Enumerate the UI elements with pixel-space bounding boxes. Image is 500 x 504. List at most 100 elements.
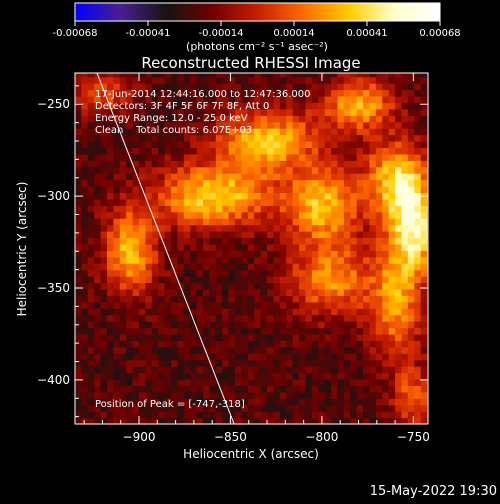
heatmap-cell <box>75 282 82 290</box>
heatmap-cell <box>183 211 191 219</box>
heatmap-cell <box>311 288 319 296</box>
heatmap-cell <box>87 108 95 116</box>
heatmap-cell <box>81 128 89 136</box>
heatmap-cell <box>260 224 268 232</box>
heatmap-cell <box>286 398 294 406</box>
heatmap-cell <box>222 353 230 361</box>
heatmap-cell <box>305 353 313 361</box>
heatmap-cell <box>196 102 204 110</box>
heatmap-cell <box>190 134 198 142</box>
heatmap-cell <box>375 288 383 296</box>
heatmap-cell <box>75 243 82 251</box>
heatmap-cell <box>299 295 307 303</box>
heatmap-cell <box>190 314 198 322</box>
heatmap-cell <box>113 140 121 149</box>
heatmap-cell <box>196 417 204 424</box>
heatmap-cell <box>119 366 127 374</box>
heatmap-cell <box>273 186 281 194</box>
heatmap-cell <box>177 276 185 284</box>
heatmap-cell <box>126 256 134 264</box>
heatmap-cell <box>132 417 140 424</box>
heatmap-cell <box>356 211 364 219</box>
heatmap-cell <box>215 321 223 329</box>
heatmap-cell <box>139 353 147 361</box>
heatmap-cell <box>145 192 153 200</box>
heatmap-cell <box>171 288 179 296</box>
heatmap-cell <box>343 353 351 361</box>
heatmap-cell <box>305 224 313 232</box>
heatmap-cell <box>177 359 185 367</box>
heatmap-cell <box>171 140 179 149</box>
heatmap-cell <box>75 211 82 219</box>
heatmap-cell <box>158 333 166 341</box>
heatmap-cell <box>311 89 319 97</box>
heatmap-cell <box>286 269 294 277</box>
heatmap-cell <box>375 73 383 78</box>
heatmap-cell <box>388 276 396 284</box>
heatmap-cell <box>318 340 326 348</box>
heatmap-cell <box>158 121 166 129</box>
heatmap-cell <box>267 95 275 103</box>
heatmap-cell <box>215 134 223 142</box>
heatmap-cell <box>292 205 300 213</box>
heatmap-cell <box>324 160 332 168</box>
heatmap-cell <box>139 73 147 78</box>
heatmap-cell <box>305 121 313 129</box>
heatmap-cell <box>190 173 198 181</box>
heatmap-cell <box>241 243 249 251</box>
heatmap-cell <box>228 218 236 226</box>
heatmap-cell <box>414 411 422 419</box>
heatmap-cell <box>132 340 140 348</box>
heatmap-cell <box>363 76 371 84</box>
heatmap-cell <box>414 231 422 239</box>
heatmap-cell <box>100 102 108 110</box>
heatmap-cell <box>145 243 153 251</box>
heatmap-cell <box>87 359 95 367</box>
heatmap-cell <box>196 173 204 181</box>
heatmap-cell <box>267 411 275 419</box>
heatmap-cell <box>183 372 191 380</box>
heatmap-cell <box>420 398 428 406</box>
heatmap-cell <box>235 147 243 155</box>
heatmap-cell <box>331 205 339 213</box>
heatmap-cell <box>151 359 159 367</box>
heatmap-cell <box>356 346 364 354</box>
heatmap-cell <box>420 269 428 277</box>
heatmap-cell <box>203 276 211 284</box>
heatmap-cell <box>171 366 179 374</box>
heatmap-cell <box>254 282 262 290</box>
heatmap-cell <box>81 153 89 161</box>
heatmap-cell <box>401 282 409 290</box>
heatmap-cell <box>107 346 115 354</box>
heatmap-cell <box>375 327 383 335</box>
heatmap-cell <box>94 218 102 226</box>
heatmap-cell <box>145 128 153 136</box>
heatmap-cell <box>87 198 95 206</box>
heatmap-cell <box>132 404 140 412</box>
heatmap-cell <box>183 269 191 277</box>
heatmap-cell <box>292 301 300 309</box>
heatmap-cell <box>151 391 159 399</box>
heatmap-cell <box>196 224 204 232</box>
heatmap-cell <box>209 231 217 239</box>
heatmap-cell <box>151 128 159 136</box>
heatmap-cell <box>382 411 390 419</box>
heatmap-cell <box>305 237 313 245</box>
heatmap-cell <box>126 353 134 361</box>
heatmap-cell <box>126 76 134 84</box>
heatmap-cell <box>395 321 403 329</box>
heatmap-cell <box>145 211 153 219</box>
heatmap-cell <box>375 224 383 232</box>
heatmap-cell <box>254 205 262 213</box>
heatmap-cell <box>382 128 390 136</box>
heatmap-cell <box>260 243 268 251</box>
heatmap-cell <box>369 89 377 97</box>
heatmap-cell <box>126 288 134 296</box>
heatmap-cell <box>299 372 307 380</box>
heatmap-cell <box>190 340 198 348</box>
heatmap-cell <box>196 411 204 419</box>
heatmap-cell <box>388 404 396 412</box>
heatmap-cell <box>369 115 377 123</box>
heatmap-cell <box>279 134 287 142</box>
heatmap-cell <box>375 417 383 424</box>
